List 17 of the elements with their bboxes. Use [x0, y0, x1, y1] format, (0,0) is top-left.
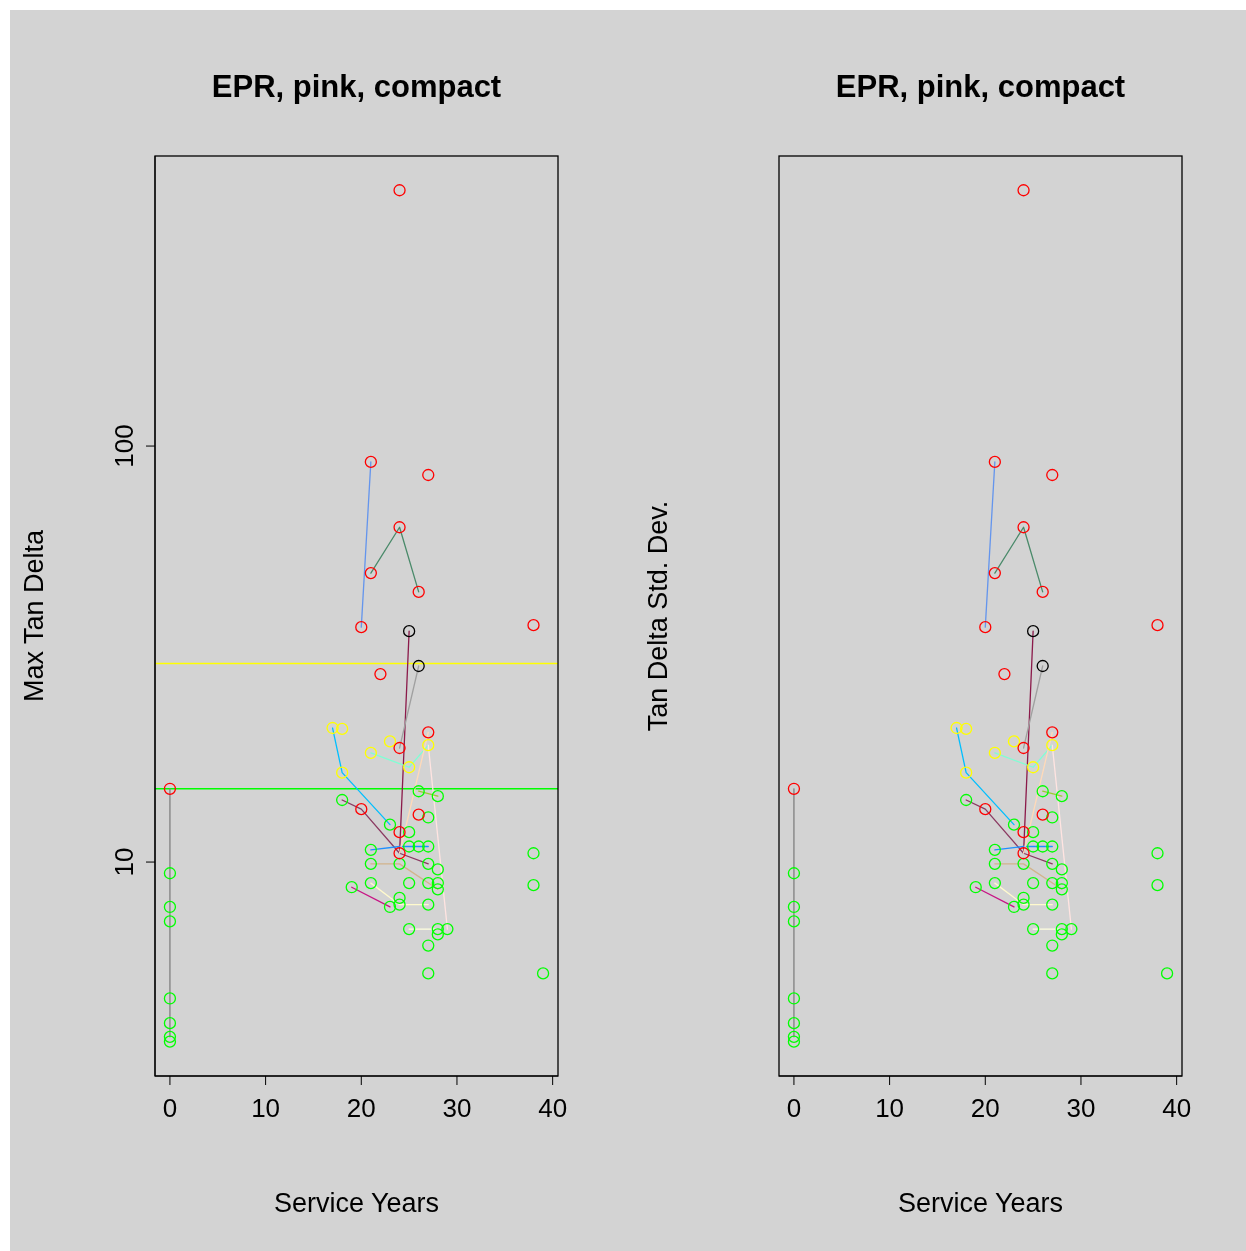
x-tick-label: 10 [251, 1093, 281, 1124]
y-axis-title: Tan Delta Std. Dev. [643, 500, 673, 732]
x-tick-label: 0 [162, 1093, 178, 1124]
chart-title: EPR, pink, compact [211, 69, 502, 104]
y-axis-title: Max Tan Delta [19, 528, 49, 703]
x-axis-title: Service Years [897, 1188, 1064, 1218]
x-tick-label: 10 [875, 1093, 905, 1124]
x-tick-label: 40 [538, 1093, 568, 1124]
chart-title: EPR, pink, compact [835, 69, 1126, 104]
x-tick-label: 30 [1066, 1093, 1096, 1124]
x-tick-label: 20 [970, 1093, 1000, 1124]
x-tick-label: 0 [786, 1093, 802, 1124]
x-axis-title: Service Years [273, 1188, 440, 1218]
y-tick-label: 100 [109, 424, 139, 468]
x-tick-label: 30 [442, 1093, 472, 1124]
x-tick-label: 20 [346, 1093, 376, 1124]
x-tick-label: 40 [1162, 1093, 1192, 1124]
